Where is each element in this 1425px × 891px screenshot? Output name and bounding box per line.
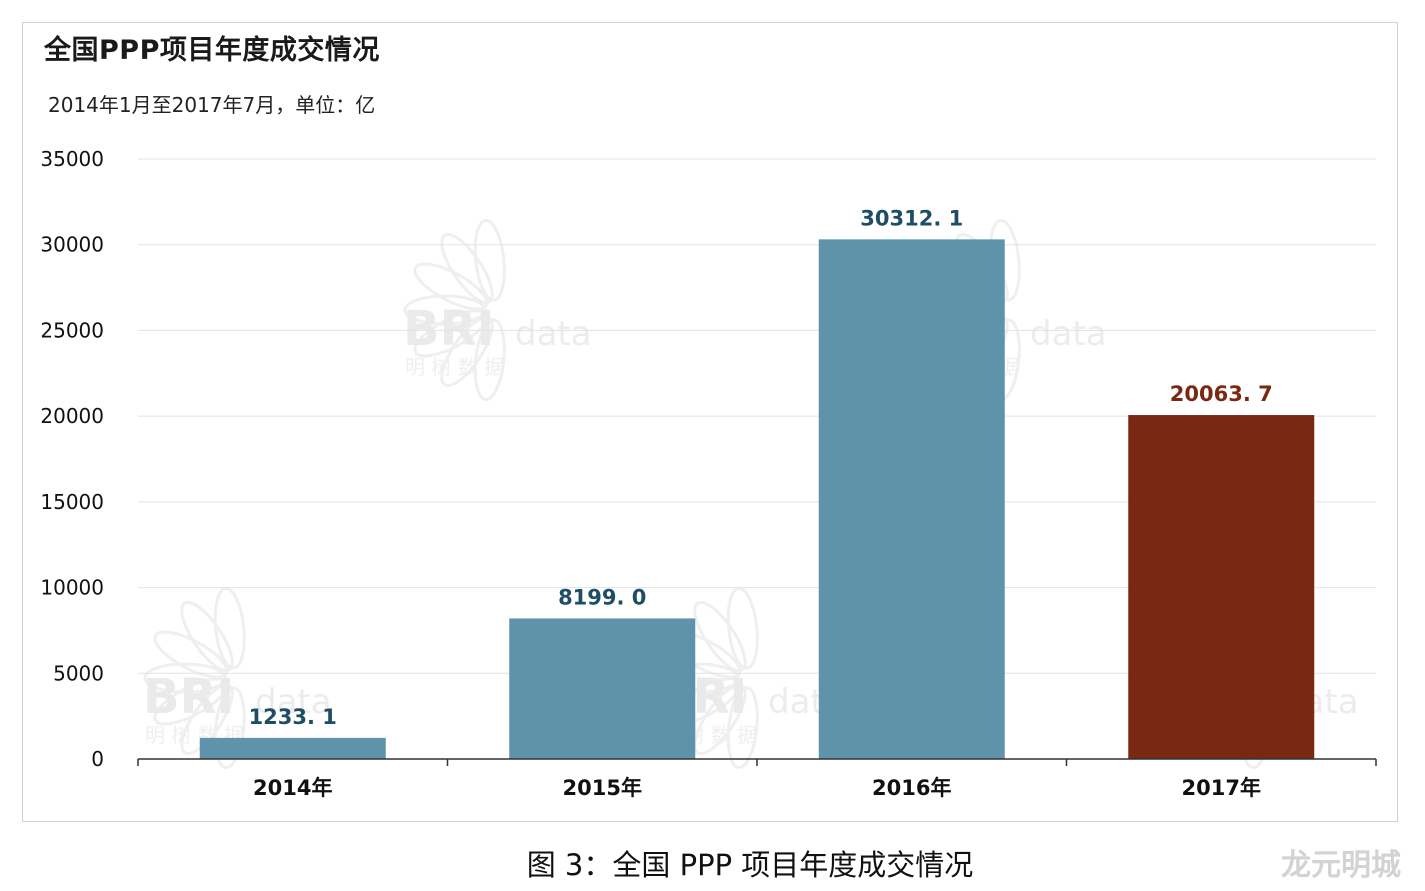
watermark-logo: BRI data 明 树 数 据 xyxy=(403,218,592,402)
watermark-leaf xyxy=(693,683,747,756)
chart-title: 全国PPP项目年度成交情况 xyxy=(44,35,380,66)
watermark-text: BRI xyxy=(143,669,234,725)
watermark-leaf xyxy=(726,586,759,670)
watermark-leaf xyxy=(440,315,494,388)
watermark-leaf xyxy=(726,686,759,770)
data-label: 8199. 0 xyxy=(558,585,646,609)
y-tick-label: 30000 xyxy=(40,233,104,257)
x-tick-label: 2014年 xyxy=(253,776,332,800)
corner-mark: 龙元明城 xyxy=(1281,848,1401,883)
watermark-leaf xyxy=(213,586,246,670)
bar xyxy=(199,737,386,759)
watermark-leaf xyxy=(440,232,494,305)
value-labels: 1233. 1 8199. 0 30312. 1 20063. 7 xyxy=(249,206,1273,728)
y-tick-label: 5000 xyxy=(53,661,104,685)
watermark-leaf xyxy=(413,309,489,358)
y-tick-label: 35000 xyxy=(40,147,104,171)
y-tick-label: 25000 xyxy=(40,318,104,342)
watermark-text: BRI xyxy=(403,301,494,357)
y-tick-label: 10000 xyxy=(40,576,104,600)
bar xyxy=(1128,415,1315,759)
data-label: 1233. 1 xyxy=(249,705,337,729)
x-tick-label: 2015年 xyxy=(563,776,642,800)
data-label: 20063. 7 xyxy=(1170,382,1273,406)
watermark-leaf xyxy=(153,677,229,726)
watermark-suffix: data xyxy=(1030,314,1107,354)
y-tick-label: 20000 xyxy=(40,404,104,428)
data-label: 30312. 1 xyxy=(860,206,963,230)
x-axis: 2014年 2015年 2016年 2017年 xyxy=(137,758,1377,800)
watermark-leaf xyxy=(143,662,227,694)
bar xyxy=(509,618,696,759)
y-tick-label: 0 xyxy=(91,747,104,771)
y-axis: 0 5000 10000 15000 20000 25000 30000 35000 xyxy=(40,147,104,771)
watermark-leaf xyxy=(473,218,506,302)
bar xyxy=(818,239,1005,759)
x-tick-label: 2016年 xyxy=(872,776,951,800)
x-tick-label: 2017年 xyxy=(1182,776,1261,800)
watermark-leaf xyxy=(213,686,246,770)
chart-subtitle: 2014年1月至2017年7月，单位：亿 xyxy=(48,93,376,117)
figure-caption: 图 3：全国 PPP 项目年度成交情况 xyxy=(526,848,974,882)
watermark-leaf xyxy=(180,683,234,756)
watermark-suffix: data xyxy=(255,682,332,722)
watermark-cn: 明 树 数 据 xyxy=(405,355,504,379)
watermark-leaf xyxy=(403,294,487,326)
watermark-leaf xyxy=(180,600,234,673)
y-tick-label: 15000 xyxy=(40,490,104,514)
bars xyxy=(199,239,1315,759)
watermark-leaf xyxy=(413,262,489,311)
watermark-leaf xyxy=(693,600,747,673)
watermark-leaf xyxy=(473,318,506,402)
watermark-suffix: data xyxy=(515,314,592,354)
